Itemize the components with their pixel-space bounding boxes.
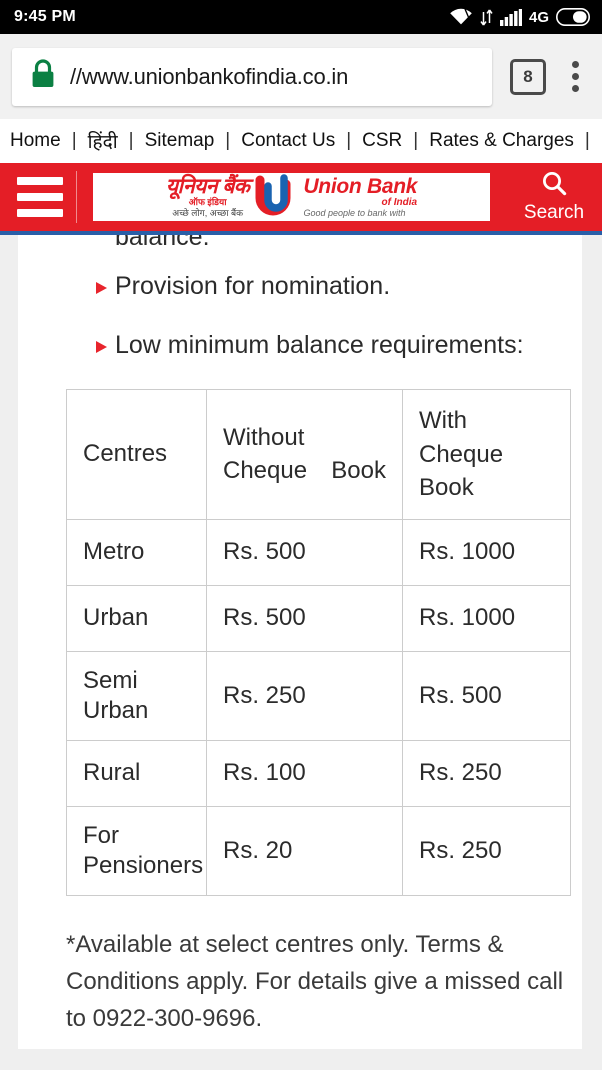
cell-with-cheque-book: Rs. 500 bbox=[402, 650, 571, 741]
union-bank-u-monogram-icon bbox=[253, 173, 299, 221]
battery-icon bbox=[556, 8, 590, 26]
logo-hindi-block: यूनियन बैंक ऑफ इंडिया अच्छे लोग, अच्छा ब… bbox=[166, 176, 250, 218]
arrow-bullet-icon bbox=[96, 282, 107, 294]
list-item-label: Low minimum balance requirements: bbox=[115, 331, 524, 359]
site-header: यूनियन बैंक ऑफ इंडिया अच्छे लोग, अच्छा ब… bbox=[0, 163, 602, 235]
network-type-label: 4G bbox=[528, 8, 549, 26]
table-header-row: Centres Without Cheque Book With Cheque … bbox=[66, 389, 571, 520]
kebab-menu-icon[interactable] bbox=[562, 61, 588, 92]
nav-link-hindi[interactable]: हिंदी bbox=[87, 132, 118, 153]
search-button[interactable]: Search bbox=[506, 170, 602, 224]
cell-centre: Urban bbox=[66, 584, 207, 652]
cell-centre: Semi Urban bbox=[66, 650, 207, 741]
search-label: Search bbox=[523, 202, 585, 223]
list-item: Provision for nomination. bbox=[48, 271, 552, 301]
cell-without-cheque-book: Rs. 500 bbox=[206, 584, 403, 652]
cell-with-cheque-book: Rs. 1000 bbox=[402, 584, 571, 652]
logo-english-block: Union Bank of India Good people to bank … bbox=[303, 174, 418, 219]
data-transfer-icon bbox=[480, 9, 493, 26]
lock-icon bbox=[30, 59, 56, 94]
table-row: Metro Rs. 500 Rs. 1000 bbox=[66, 518, 571, 586]
status-clock: 9:45 PM bbox=[14, 8, 76, 25]
nav-separator: | bbox=[413, 130, 419, 151]
cell-without-cheque-book: Rs. 20 bbox=[206, 805, 403, 896]
nav-separator: | bbox=[71, 130, 77, 151]
search-icon bbox=[541, 170, 567, 201]
table-row: Urban Rs. 500 Rs. 1000 bbox=[66, 584, 571, 652]
cell-without-cheque-book: Rs. 500 bbox=[206, 518, 403, 586]
column-header-without-cheque-book: Without Cheque Book bbox=[206, 389, 403, 520]
minimum-balance-table: Centres Without Cheque Book With Cheque … bbox=[66, 389, 571, 896]
list-item-label: Provision for nomination. bbox=[115, 272, 391, 300]
union-bank-logo[interactable]: यूनियन बैंक ऑफ इंडिया अच्छे लोग, अच्छा ब… bbox=[91, 171, 492, 223]
url-text[interactable]: //www.unionbankofindia.co.in bbox=[70, 63, 349, 89]
logo-hindi-of-india: ऑफ इंडिया bbox=[188, 197, 227, 207]
nav-link-rates-and-charges[interactable]: Rates & Charges bbox=[429, 130, 574, 151]
nav-link-sitemap[interactable]: Sitemap bbox=[144, 130, 215, 151]
address-bar[interactable]: //www.unionbankofindia.co.in bbox=[12, 47, 492, 106]
logo-hindi-name: यूनियन बैंक bbox=[165, 175, 250, 198]
cell-with-cheque-book: Rs. 1000 bbox=[402, 518, 571, 586]
header-divider bbox=[76, 171, 77, 223]
status-icons: 4G bbox=[449, 8, 590, 26]
logo-hindi-tagline: अच्छे लोग, अच्छा बैंक bbox=[172, 208, 244, 218]
nav-separator: | bbox=[584, 130, 590, 151]
logo-english-of-india: of India bbox=[381, 196, 418, 208]
feature-list: Provision for nomination. Low minimum ba… bbox=[48, 271, 552, 360]
table-row: Rural Rs. 100 Rs. 250 bbox=[66, 739, 571, 807]
android-status-bar: 9:45 PM 4G bbox=[0, 0, 602, 34]
nav-link-home[interactable]: Home bbox=[10, 130, 61, 151]
nav-separator: | bbox=[346, 130, 352, 151]
cell-centre: Metro bbox=[66, 518, 207, 586]
cell-without-cheque-book: Rs. 250 bbox=[206, 650, 403, 741]
tab-counter-button[interactable]: 8 bbox=[510, 58, 546, 95]
hamburger-menu-icon[interactable] bbox=[0, 177, 76, 217]
column-header-with-cheque-book: With Cheque Book bbox=[402, 389, 571, 520]
cell-centre: Rural bbox=[66, 739, 207, 807]
list-item: Low minimum balance requirements: bbox=[48, 330, 552, 360]
signal-bars-icon bbox=[499, 8, 522, 26]
arrow-bullet-icon bbox=[96, 341, 107, 353]
column-header-centres: Centres bbox=[66, 389, 207, 520]
nav-link-csr[interactable]: CSR bbox=[362, 130, 403, 151]
table-row: Semi Urban Rs. 250 Rs. 500 bbox=[66, 650, 571, 741]
nav-separator: | bbox=[225, 130, 231, 151]
logo-english-name: Union Bank bbox=[303, 174, 418, 198]
footnote-text: *Available at select centres only. Terms… bbox=[66, 930, 564, 1033]
nav-link-contact-us[interactable]: Contact Us bbox=[241, 130, 336, 151]
browser-toolbar: //www.unionbankofindia.co.in 8 bbox=[0, 34, 602, 119]
nav-separator: | bbox=[128, 130, 134, 151]
page-body: balance. Provision for nomination. Low m… bbox=[0, 235, 602, 1049]
clipped-text-line: balance. bbox=[115, 235, 210, 249]
wifi-icon bbox=[449, 8, 473, 26]
cell-centre: For Pensioners bbox=[66, 805, 207, 896]
cell-with-cheque-book: Rs. 250 bbox=[402, 805, 571, 896]
utility-nav: Home | हिंदी | Sitemap | Contact Us | CS… bbox=[0, 119, 602, 163]
cell-without-cheque-book: Rs. 100 bbox=[206, 739, 403, 807]
cell-with-cheque-book: Rs. 250 bbox=[402, 739, 571, 807]
table-row: For Pensioners Rs. 20 Rs. 250 bbox=[66, 805, 571, 896]
content-card: balance. Provision for nomination. Low m… bbox=[18, 235, 582, 1049]
logo-english-tagline: Good people to bank with bbox=[303, 208, 406, 219]
